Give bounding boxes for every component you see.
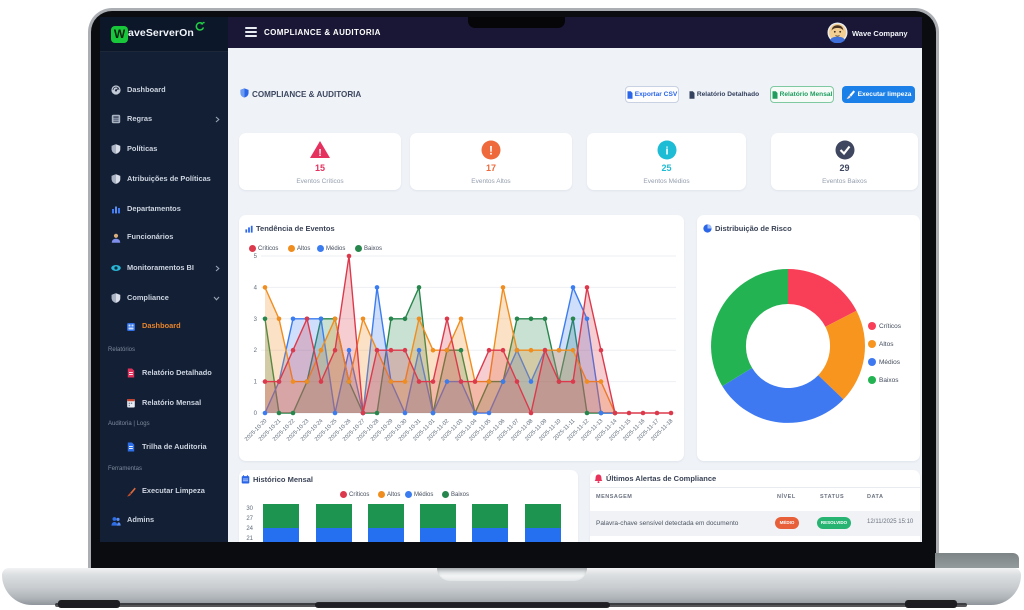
svg-text:0: 0 — [254, 411, 258, 417]
svg-text:4: 4 — [254, 285, 258, 291]
svg-text:21: 21 — [246, 536, 253, 542]
svg-text:1: 1 — [254, 380, 258, 386]
svg-text:2: 2 — [254, 348, 258, 354]
svg-text:!: ! — [489, 144, 493, 158]
svg-text:3: 3 — [254, 317, 258, 323]
svg-text:27: 27 — [246, 516, 253, 522]
svg-text:i: i — [665, 146, 668, 158]
svg-text:!: ! — [318, 148, 321, 159]
svg-text:24: 24 — [246, 526, 253, 532]
svg-text:5: 5 — [254, 254, 258, 260]
svg-text:30: 30 — [246, 506, 253, 512]
